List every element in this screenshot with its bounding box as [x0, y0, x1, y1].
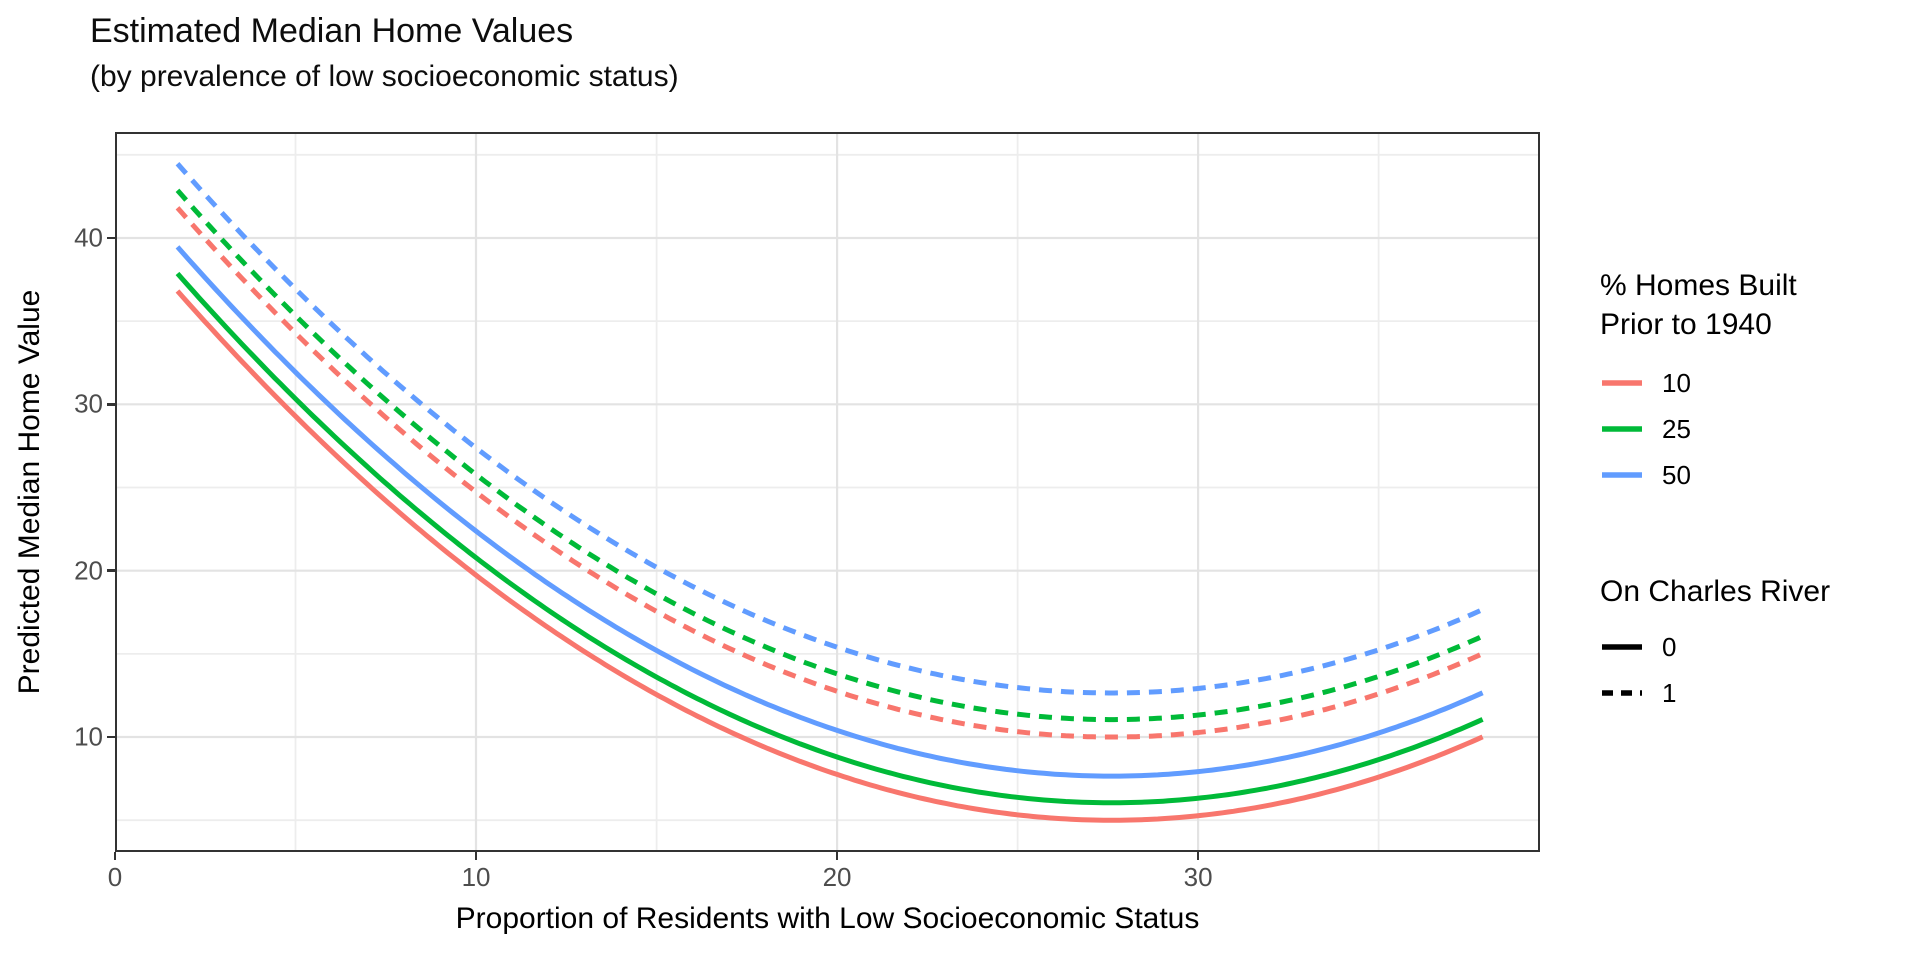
chart-subtitle: (by prevalence of low socioeconomic stat…	[90, 60, 679, 93]
legend-entry-label: 25	[1662, 413, 1691, 444]
y-tick-label: 30	[74, 388, 103, 419]
legend-charles-river-title: On Charles River	[1600, 575, 1831, 608]
y-tick-mark	[107, 735, 115, 739]
x-tick-label: 10	[461, 862, 491, 892]
y-tick-mark	[107, 236, 115, 240]
legend-entry: 10	[1600, 360, 1691, 406]
legend-key-icon	[1602, 644, 1642, 650]
legend-entry-label: 10	[1662, 367, 1691, 398]
legend-key-icon	[1602, 380, 1642, 386]
y-tick-mark	[107, 569, 115, 572]
legend-entry: 50	[1600, 452, 1691, 498]
chart-title: Estimated Median Home Values	[90, 12, 574, 50]
x-tick-mark	[835, 852, 839, 860]
y-tick-label: 20	[74, 555, 103, 586]
x-tick-mark	[1196, 852, 1200, 860]
legend-built-pct: % Homes Built Prior to 1940	[1600, 266, 1797, 344]
legend-entry-label: 50	[1662, 459, 1691, 490]
y-tick-label: 40	[74, 222, 103, 253]
legend-built-pct-entries: 10 25 50	[1600, 360, 1691, 498]
legend-entry-label: 0	[1662, 631, 1677, 662]
y-tick-mark	[107, 403, 115, 406]
legend-key-icon	[1602, 426, 1642, 432]
legend-key-icon	[1602, 690, 1642, 696]
y-axis-title: Predicted Median Home Value	[13, 289, 46, 695]
legend-entry: 1	[1600, 670, 1676, 716]
curve-built10_river1	[175, 206, 1484, 740]
legend-key-icon	[1602, 472, 1642, 478]
x-axis-title: Proportion of Residents with Low Socioec…	[455, 902, 1200, 935]
y-tick-label: 10	[74, 721, 103, 752]
curve-built50_river0	[175, 245, 1484, 779]
legend-entry: 25	[1600, 406, 1691, 452]
curve-built25_river0	[175, 271, 1484, 806]
x-tick-label: 30	[1183, 862, 1213, 892]
legend-entry: 0	[1600, 624, 1676, 670]
curve-built10_river0	[175, 289, 1484, 823]
x-tick-mark	[113, 852, 117, 860]
x-tick-label: 20	[822, 862, 852, 892]
legend-built-pct-title: % Homes Built Prior to 1940	[1600, 269, 1797, 341]
plot-area-svg	[113, 132, 1540, 852]
x-tick-label: 0	[107, 862, 123, 892]
plot-panel	[113, 132, 1540, 852]
curve-built25_river1	[175, 188, 1484, 723]
panel-border	[115, 132, 1540, 852]
legend-charles-river: On Charles River	[1600, 572, 1830, 611]
x-tick-mark	[474, 852, 478, 860]
legend-entry-label: 1	[1662, 677, 1677, 708]
curve-built50_river1	[175, 162, 1484, 696]
